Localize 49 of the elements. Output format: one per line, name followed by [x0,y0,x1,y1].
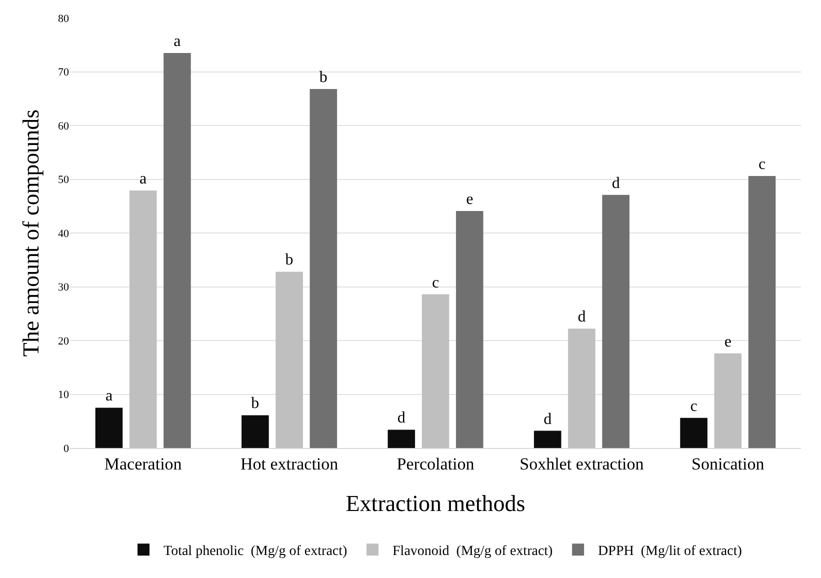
data-label: d [578,308,586,326]
bar [242,415,269,448]
bar [422,294,450,448]
data-label: b [251,395,260,412]
y-tick-label: 20 [58,335,70,348]
bar [602,194,630,448]
bar [714,353,742,448]
data-label: b [319,68,328,86]
y-tick-label: 0 [64,442,70,455]
data-label: a [140,170,147,188]
x-axis-title: Extraction methods [346,491,526,516]
y-tick-label: 80 [58,12,70,25]
x-tick-label: Percolation [396,454,475,474]
bar [164,52,191,448]
x-tick-label: Hot extraction [240,454,339,474]
legend-label: DPPH (Mg/lit of extract) [598,544,742,560]
bar [456,210,484,448]
x-tick-label: Maceration [104,454,182,474]
legend-label: Flavonoid (Mg/g of extract) [392,544,554,560]
bar [95,408,123,448]
y-tick-label: 60 [58,120,70,132]
x-tick-label: Sonication [692,454,765,474]
bar [310,88,338,448]
bar [129,190,157,448]
y-tick-label: 70 [58,66,70,79]
data-label: d [612,174,620,192]
legend-label: Total phenolic (Mg/g of extract) [164,544,348,560]
bar [276,272,303,448]
data-label: d [544,410,552,428]
data-label: c [758,156,766,174]
x-tick-label: Soxhlet extraction [520,454,644,474]
y-tick-label: 40 [58,228,70,240]
data-label: a [105,388,113,405]
bar [680,418,708,448]
data-label: d [397,410,406,427]
bar [568,328,596,448]
data-label: c [690,398,698,415]
data-label: a [174,32,181,50]
data-label: e [466,190,474,208]
y-axis-title: The amount of compounds [18,109,44,357]
bar [388,430,416,448]
y-tick-label: 10 [58,389,70,402]
y-tick-label: 30 [58,282,70,294]
data-label: e [724,333,732,350]
bar [534,430,562,448]
bar [748,176,776,448]
data-label: c [432,274,440,292]
y-tick-label: 50 [58,174,70,186]
data-label: b [285,252,294,269]
